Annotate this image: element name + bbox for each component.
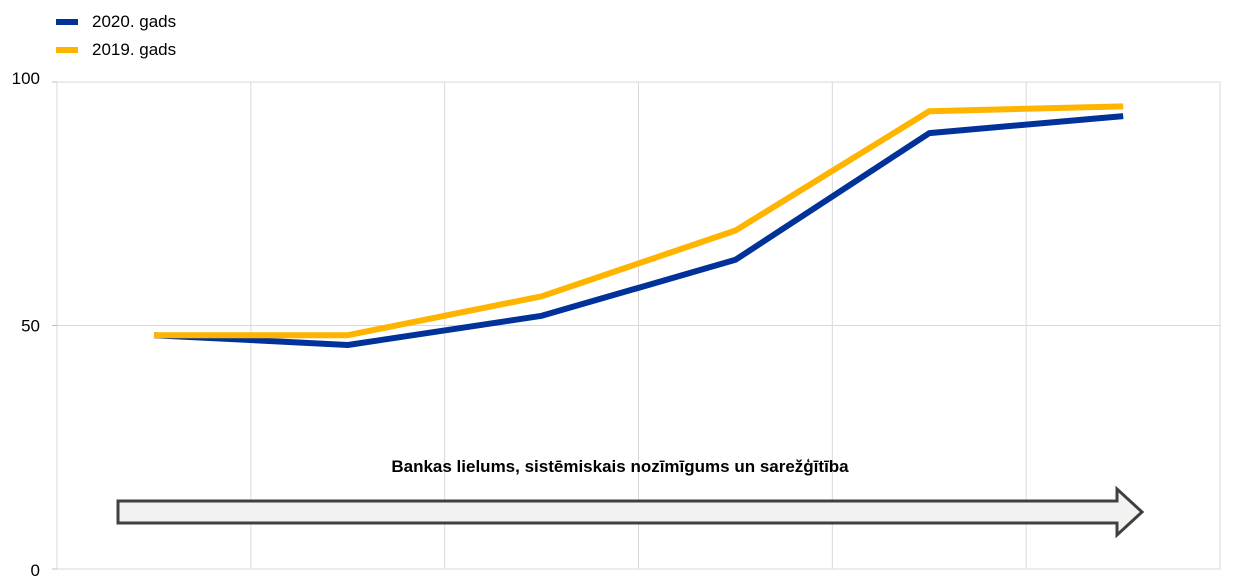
legend-swatch-2019 <box>56 47 78 53</box>
legend-label-2020: 2020. gads <box>92 12 177 31</box>
y-tick-label: 100 <box>12 69 40 88</box>
series-line-1 <box>154 103 1124 339</box>
y-tick-label: 50 <box>21 317 40 336</box>
progression-arrow <box>116 485 1145 539</box>
legend-item-2019: 2019. gads <box>56 36 176 64</box>
series-line-0 <box>153 113 1124 348</box>
legend-label-2019: 2019. gads <box>92 40 177 59</box>
legend: 2020. gads 2019. gads <box>56 8 176 64</box>
y-tick-label: 0 <box>31 561 40 580</box>
legend-swatch-2020 <box>56 19 78 25</box>
arrow-annotation-label: Bankas lielums, sistēmiskais nozīmīgums … <box>391 457 849 476</box>
legend-item-2020: 2020. gads <box>56 8 176 36</box>
